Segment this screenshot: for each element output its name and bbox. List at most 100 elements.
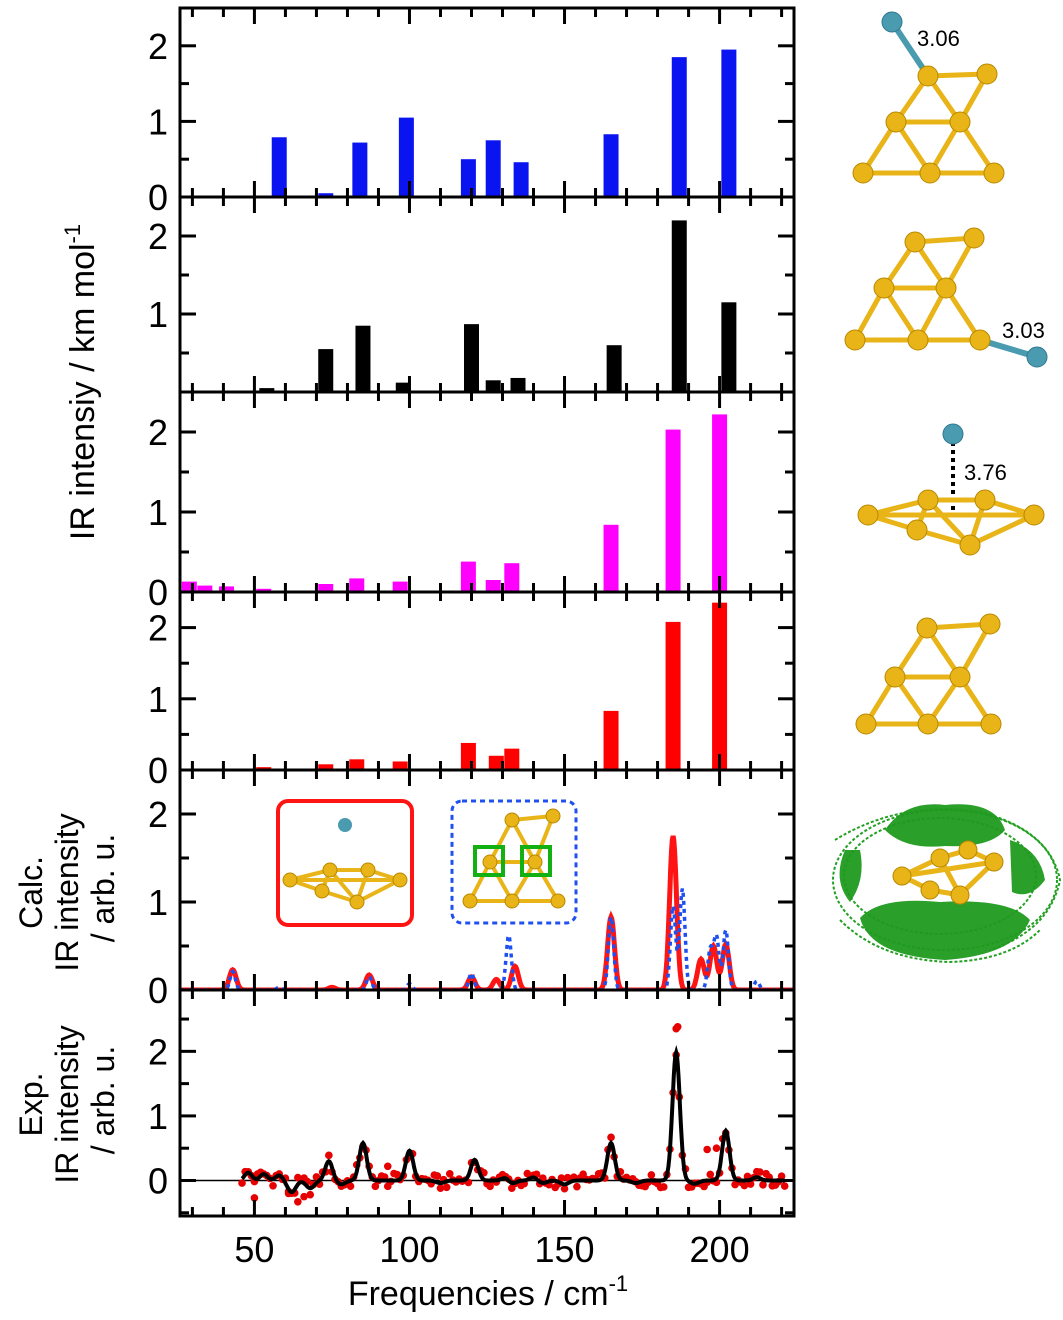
bar <box>671 57 687 197</box>
bar <box>603 134 619 197</box>
bar <box>392 761 408 770</box>
bar <box>460 561 476 592</box>
exp-point <box>756 1168 764 1176</box>
x-tick-label: 50 <box>234 1229 274 1270</box>
panel-frame <box>178 988 796 1218</box>
y-tick-label: 1 <box>148 101 168 142</box>
panel-frame <box>178 590 796 772</box>
y-tick-label: 2 <box>148 608 168 649</box>
bar <box>352 142 368 197</box>
stick-y-axis-label: IR intensiy / km mol-1 <box>60 224 102 540</box>
exp-y-label-line-2: IR intensity <box>49 1025 85 1183</box>
exp-point <box>712 1144 721 1152</box>
bar <box>606 345 622 392</box>
bar <box>181 581 197 592</box>
data-panel-black <box>259 220 737 392</box>
exp-point <box>269 1181 277 1190</box>
y-tick-label: 0 <box>148 1160 168 1201</box>
panel-panel-exp: 0 1 2 <box>148 988 796 1218</box>
inset-red-structure <box>276 799 414 927</box>
data-panel-exp <box>180 1023 794 1206</box>
panel-frame <box>178 195 796 394</box>
y-tick-label: 1 <box>148 1096 168 1137</box>
bar <box>392 581 408 592</box>
exp-point <box>300 1192 308 1201</box>
bar <box>355 325 371 392</box>
bar <box>318 584 334 592</box>
bar <box>485 580 501 592</box>
distance-label-3-06: 3.06 <box>917 26 960 51</box>
y-tick-label: 1 <box>148 679 168 720</box>
bar <box>603 524 619 592</box>
x-axis-label-sup: -1 <box>609 1271 629 1296</box>
exp-point <box>703 1145 711 1154</box>
exp-point <box>436 1184 445 1192</box>
exp-point <box>250 1194 259 1202</box>
exp-point <box>673 1023 682 1031</box>
exp-point <box>607 1133 615 1142</box>
x-tick-label: 100 <box>379 1229 439 1270</box>
x-tick-label: 200 <box>690 1229 750 1270</box>
exp-fit-line <box>240 1044 785 1195</box>
y-tick-label: 0 <box>148 750 168 791</box>
bar <box>318 349 334 392</box>
exp-point <box>325 1151 333 1160</box>
inset-blue-structure <box>450 799 578 925</box>
exp-y-label-line-3: / arb. u. <box>85 1046 121 1155</box>
bar <box>395 382 411 392</box>
bar <box>197 585 213 592</box>
exp-point <box>486 1182 494 1191</box>
exp-point <box>238 1179 246 1187</box>
structure-black-panel: 3.03 <box>844 227 1048 368</box>
x-axis-label-text: Frequencies / cm <box>348 1275 609 1313</box>
y-tick-label: 2 <box>148 216 168 257</box>
exp-point <box>306 1190 315 1199</box>
density-isosurface <box>832 804 1062 964</box>
exp-point <box>557 1174 566 1182</box>
bar <box>721 49 737 197</box>
panel-panel-black: 12 <box>148 195 796 394</box>
bar <box>398 117 414 197</box>
bar <box>460 742 476 770</box>
calc-y-label-line-1: Calc. <box>13 856 49 929</box>
exp-point <box>659 1183 668 1191</box>
y-tick-label: 0 <box>148 177 168 218</box>
panel-panel-magenta: 0 1 2 <box>148 390 796 613</box>
calc-y-label-line-3: / arb. u. <box>85 834 121 943</box>
distance-label-3-76: 3.76 <box>964 460 1007 485</box>
y-tick-label: 2 <box>148 26 168 67</box>
y-tick-label: 1 <box>148 294 168 335</box>
bar <box>463 324 479 392</box>
exp-point <box>647 1171 656 1179</box>
y-tick-label: 2 <box>148 794 168 835</box>
y-tick-label: 2 <box>148 412 168 453</box>
bar <box>665 621 681 770</box>
bar <box>504 563 520 592</box>
structure-red-panel <box>855 613 1002 735</box>
y-tick-label: 0 <box>148 572 168 613</box>
bar <box>259 388 275 392</box>
bar <box>488 755 504 770</box>
y-tick-label: 0 <box>148 970 168 1011</box>
exp-point <box>445 1169 454 1178</box>
bar <box>256 588 272 592</box>
panel-panel-blue: 0 1 2 <box>148 6 796 218</box>
bar <box>721 302 737 392</box>
exp-y-label-line-1: Exp. <box>13 1072 49 1136</box>
exp-point <box>780 1182 789 1190</box>
exp-point <box>383 1162 392 1171</box>
bar <box>349 759 365 770</box>
y-tick-label: 1 <box>148 492 168 533</box>
exp-point <box>442 1183 451 1192</box>
calc-y-axis-label: Calc. IR intensity / arb. u. <box>13 804 121 971</box>
bar <box>349 578 365 592</box>
calc-y-label-line-2: IR intensity <box>49 813 85 971</box>
stick-y-axis-label-text: IR intensiy / km mol <box>64 243 102 540</box>
exp-point <box>573 1182 581 1191</box>
y-tick-label: 1 <box>148 882 168 923</box>
exp-point <box>740 1181 749 1190</box>
bar <box>513 162 529 197</box>
exp-point <box>346 1182 355 1190</box>
bar <box>219 586 235 592</box>
